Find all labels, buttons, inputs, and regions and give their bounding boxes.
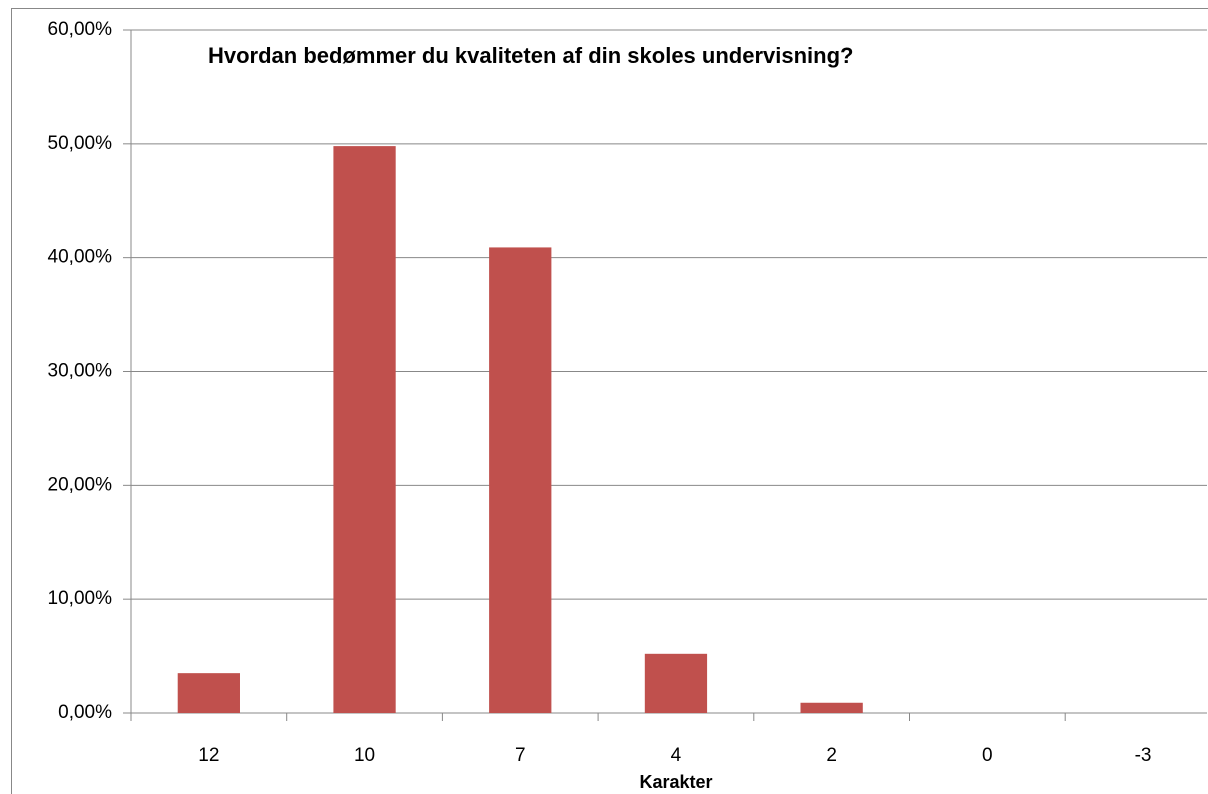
bar [489, 247, 552, 713]
y-tick-label: 50,00% [48, 133, 113, 154]
y-tick-label: 20,00% [48, 474, 113, 495]
x-tick-label: -3 [1135, 745, 1152, 766]
x-tick-label: 4 [671, 745, 682, 766]
y-tick-label: 10,00% [48, 588, 113, 609]
bar [644, 653, 708, 713]
x-tick-label: 10 [354, 745, 375, 766]
bar [333, 146, 396, 714]
x-tick-label: 0 [982, 745, 993, 766]
y-tick-label: 40,00% [48, 247, 113, 268]
bar [800, 702, 863, 713]
y-tick-label: 0,00% [58, 702, 112, 723]
x-tick-label: 2 [826, 745, 837, 766]
x-axis-label: Karakter [639, 772, 712, 792]
bar [177, 673, 240, 713]
y-tick-label: 30,00% [48, 361, 113, 382]
x-tick-label: 7 [515, 745, 526, 766]
y-tick-label: 60,00% [48, 19, 113, 40]
chart-title: Hvordan bedømmer du kvaliteten af din sk… [208, 43, 853, 68]
chart-frame [11, 8, 1208, 794]
x-tick-label: 12 [198, 745, 219, 766]
